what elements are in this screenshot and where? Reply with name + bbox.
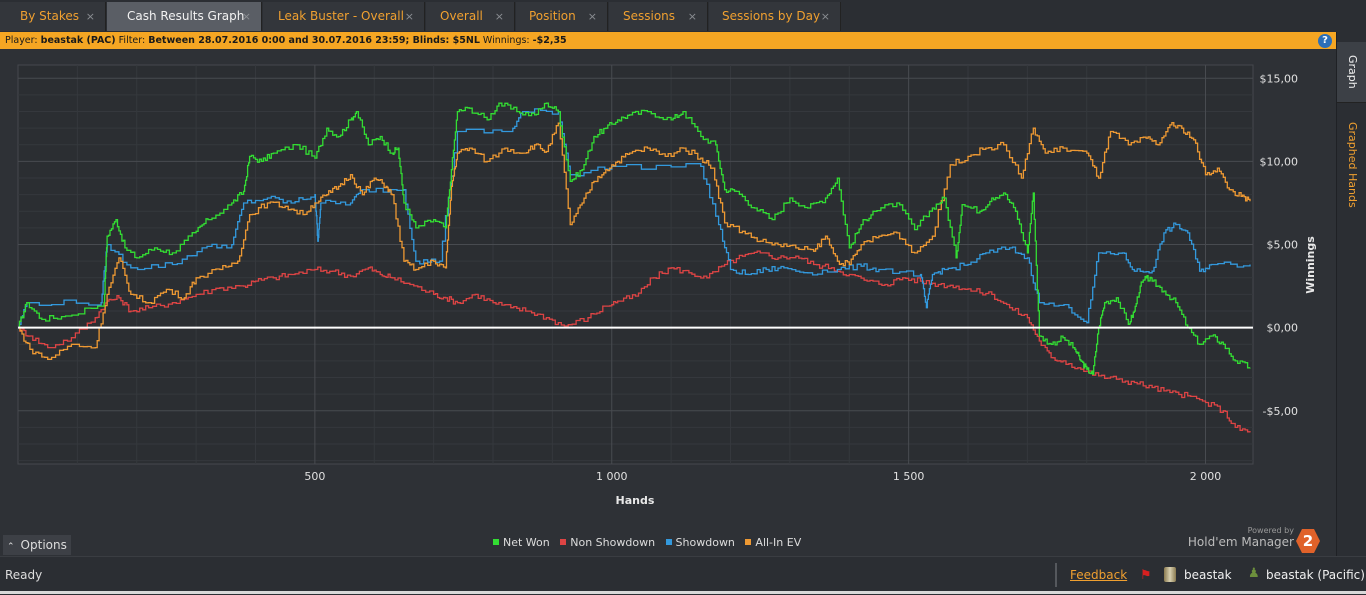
user-avatar-icon[interactable]: ♟ xyxy=(1248,566,1260,581)
x-axis-label: Hands xyxy=(616,494,655,507)
side-tab-graph[interactable]: Graph xyxy=(1337,42,1366,103)
close-icon[interactable]: × xyxy=(587,10,597,23)
active-player[interactable]: beastak (Pacific) xyxy=(1266,568,1365,582)
legend-label: Non Showdown xyxy=(570,536,656,549)
tab-leak-buster-overall[interactable]: Leak Buster - Overall × xyxy=(263,2,425,31)
legend-swatch xyxy=(665,539,672,545)
status-separator xyxy=(1055,563,1057,587)
player-label: Player: xyxy=(5,35,38,46)
showdown-line xyxy=(18,108,1251,329)
filter-label: Filter: xyxy=(118,35,146,46)
y-tick-label: $0,00 xyxy=(1267,322,1299,335)
tab-bar: By Stakes × Cash Results Graph × Leak Bust… xyxy=(0,0,1366,33)
close-icon[interactable]: × xyxy=(494,10,504,23)
legend-item-showdown[interactable]: Showdown xyxy=(665,536,735,549)
results-chart: 500 1 000 1 500 2 000 $15,00 $10,00 $5,00 $0,0… xyxy=(17,64,1317,507)
tab-position[interactable]: Position × xyxy=(516,2,608,31)
chart-area: 500 1 000 1 500 2 000 $15,00 $10,00 $5,00 $0,0… xyxy=(0,49,1336,556)
x-tick-label: 1 000 xyxy=(596,470,628,483)
options-label: Options xyxy=(20,538,67,552)
plot-background xyxy=(17,64,1254,465)
close-icon[interactable]: × xyxy=(820,10,830,23)
tab-label: Leak Buster - Overall xyxy=(278,9,404,23)
chevron-up-icon: ⌃ xyxy=(7,542,15,552)
legend-item-all-in-ev[interactable]: All-In EV xyxy=(745,536,801,549)
side-tab-graphed-hands[interactable]: Graphed Hands xyxy=(1346,122,1359,208)
filter-value: Between 28.07.2016 0:00 and 30.07.2016 2… xyxy=(148,35,480,46)
y-axis-label: Winnings xyxy=(1304,236,1317,294)
options-button[interactable]: ⌃ Options xyxy=(3,535,71,555)
close-icon[interactable]: × xyxy=(404,10,414,23)
legend-label: Showdown xyxy=(675,536,735,549)
chart-legend: Net Won Non Showdown Showdown All-In EV xyxy=(493,536,808,549)
tab-sessions[interactable]: Sessions × xyxy=(609,2,708,31)
close-icon[interactable]: × xyxy=(85,10,95,23)
close-icon[interactable]: × xyxy=(241,10,251,23)
tab-label: Overall xyxy=(440,9,483,23)
tab-label: Sessions xyxy=(623,9,676,23)
tab-overall[interactable]: Overall × xyxy=(426,2,515,31)
x-tick-label: 1 500 xyxy=(893,470,925,483)
tab-by-stakes[interactable]: By Stakes × xyxy=(0,2,106,31)
product-name: Hold'em Manager xyxy=(1187,535,1294,549)
x-tick-label: 500 xyxy=(304,470,325,483)
legend-item-net-won[interactable]: Net Won xyxy=(493,536,550,549)
legend-label: All-In EV xyxy=(755,536,802,549)
side-tab-panel: Graph Graphed Hands xyxy=(1336,32,1366,556)
y-tick-label: $5,00 xyxy=(1267,239,1299,252)
close-icon[interactable]: × xyxy=(687,10,697,23)
tab-label: Position xyxy=(529,9,576,23)
tab-cash-results-graph[interactable]: Cash Results Graph × xyxy=(107,2,262,31)
question-icon[interactable]: ? xyxy=(1318,34,1332,48)
net-won-line xyxy=(18,102,1251,375)
red-flag-icon[interactable]: ⚑ xyxy=(1140,568,1152,583)
tab-label: Cash Results Graph xyxy=(127,9,245,23)
legend-swatch xyxy=(745,539,752,545)
non-showdown-line xyxy=(18,250,1251,433)
all-in-ev-line xyxy=(18,122,1251,360)
y-tick-label: $10,00 xyxy=(1260,155,1299,168)
filter-bar: Player: beastak (PAC) Filter: Between 28… xyxy=(0,32,1336,49)
y-tick-label: $15,00 xyxy=(1260,72,1299,85)
feedback-link[interactable]: Feedback xyxy=(1070,568,1128,582)
database-icon[interactable] xyxy=(1164,567,1176,582)
powered-by-logo: Powered by Hold'em Manager 2 xyxy=(1187,526,1330,554)
winnings-value: -$2,35 xyxy=(532,35,567,46)
tab-sessions-by-day[interactable]: Sessions by Day × xyxy=(709,2,841,31)
tab-label: By Stakes xyxy=(20,9,79,23)
tab-label: Sessions by Day xyxy=(722,9,821,23)
hm2-badge-icon: 2 xyxy=(1296,529,1320,553)
window-bottom-edge xyxy=(0,591,1366,594)
x-tick-label: 2 000 xyxy=(1190,470,1222,483)
status-text: Ready xyxy=(5,568,43,582)
player-value: beastak (PAC) xyxy=(40,35,116,46)
legend-item-non-showdown[interactable]: Non Showdown xyxy=(560,536,655,549)
status-bar: Ready Feedback ⚑ beastak ♟ beastak (Paci… xyxy=(0,556,1366,595)
winnings-label: Winnings: xyxy=(482,35,530,46)
powered-by-text: Powered by xyxy=(1247,526,1294,535)
legend-swatch xyxy=(560,539,567,545)
legend-label: Net Won xyxy=(503,536,550,549)
legend-swatch xyxy=(493,539,499,545)
database-user[interactable]: beastak xyxy=(1184,568,1232,582)
y-tick-label: -$5,00 xyxy=(1263,405,1298,418)
